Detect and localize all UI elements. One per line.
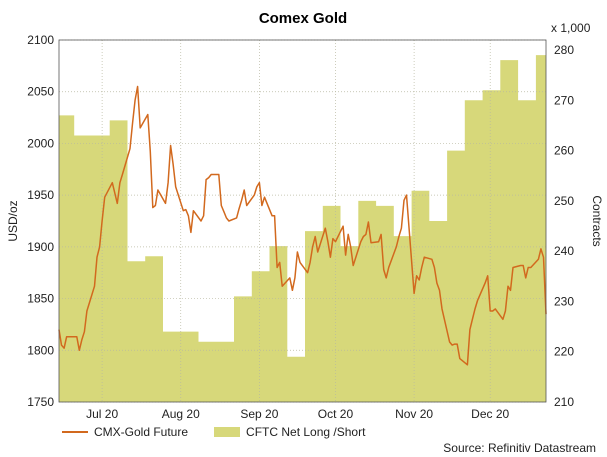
y2-axis-label: Contracts (590, 195, 604, 246)
x-tick-label: Sep 20 (240, 407, 278, 421)
y2-tick-label: 210 (554, 395, 574, 409)
cftc-area (59, 55, 546, 402)
y2-axis-unit: x 1,000 (551, 21, 591, 35)
y2-tick-label: 250 (554, 194, 574, 208)
legend-label: CFTC Net Long /Short (246, 425, 366, 439)
y-tick-label: 1950 (27, 188, 54, 202)
gold-line-layer (58, 85, 547, 366)
source-note: Source: Refinitiv Datastream (443, 441, 596, 455)
y2-tick-label: 240 (554, 244, 574, 258)
y2-tick-label: 270 (554, 93, 574, 107)
left-axis-ticks: 1750 1800 1850 1900 1950 2000 2050 2100 (27, 33, 54, 409)
plot-frame (58, 39, 547, 403)
y-tick-label: 2100 (27, 33, 54, 47)
y2-tick-label: 230 (554, 294, 574, 308)
y-tick-label: 1900 (27, 240, 54, 254)
y2-tick-label: 260 (554, 144, 574, 158)
y-tick-label: 1850 (27, 292, 54, 306)
chart-title: Comex Gold (259, 10, 347, 27)
y-tick-label: 2000 (27, 136, 54, 150)
x-tick-label: Nov 20 (395, 407, 433, 421)
y2-tick-label: 220 (554, 345, 574, 359)
right-axis-ticks: 210 220 230 240 250 260 270 280 (554, 43, 574, 409)
legend-swatch-line (62, 431, 88, 433)
y-axis-label: USD/oz (6, 200, 20, 241)
x-tick-label: Jul 20 (86, 407, 118, 421)
y2-tick-label: 280 (554, 43, 574, 57)
x-tick-label: Oct 20 (318, 407, 354, 421)
y-tick-label: 1800 (27, 343, 54, 357)
x-tick-label: Aug 20 (162, 407, 200, 421)
x-axis-ticks: Jul 20 Aug 20 Sep 20 Oct 20 Nov 20 Dec 20 (86, 407, 509, 421)
y-tick-label: 2050 (27, 85, 54, 99)
legend-label: CMX-Gold Future (94, 425, 189, 439)
legend-swatch-area (214, 427, 241, 437)
legend: CMX-Gold Future CFTC Net Long /Short (62, 425, 391, 439)
legend-item-cftc: CFTC Net Long /Short (214, 425, 365, 439)
y-tick-label: 1750 (27, 395, 54, 409)
cftc-area-layer (59, 55, 546, 402)
x-tick-label: Dec 20 (471, 407, 509, 421)
legend-item-gold: CMX-Gold Future (62, 425, 188, 439)
